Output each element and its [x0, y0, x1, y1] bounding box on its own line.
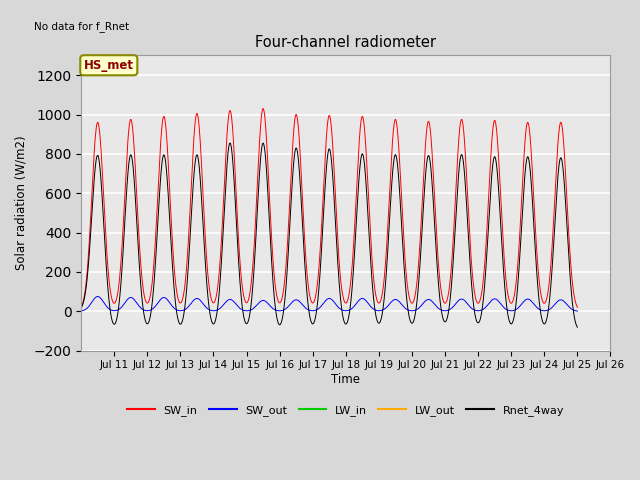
Legend: SW_in, SW_out, LW_in, LW_out, Rnet_4way: SW_in, SW_out, LW_in, LW_out, Rnet_4way: [123, 400, 569, 420]
SW_out: [94, 294, 102, 300]
Text: No data for f_Rnet: No data for f_Rnet: [33, 21, 129, 32]
Rnet_4way: [440, 318, 448, 324]
Text: HS_met: HS_met: [84, 59, 134, 72]
Rnet_4way: [413, 301, 420, 307]
Rnet_4way: [468, 289, 476, 295]
SW_in: [468, 270, 476, 276]
Rnet_4way: [77, 305, 85, 311]
SW_out: [77, 308, 85, 314]
SW_out: [413, 307, 420, 312]
SW_in: [573, 304, 581, 310]
SW_in: [573, 303, 580, 309]
SW_in: [77, 304, 85, 310]
Line: SW_in: SW_in: [81, 108, 577, 307]
Rnet_4way: [226, 140, 234, 146]
Title: Four-channel radiometer: Four-channel radiometer: [255, 35, 436, 50]
Rnet_4way: [573, 324, 581, 330]
SW_out: [440, 308, 448, 313]
X-axis label: Time: Time: [332, 373, 360, 386]
SW_out: [573, 308, 581, 314]
Rnet_4way: [166, 228, 174, 233]
SW_out: [573, 308, 580, 314]
Rnet_4way: [310, 319, 318, 324]
SW_in: [440, 300, 448, 305]
Line: Rnet_4way: Rnet_4way: [81, 143, 577, 327]
SW_out: [468, 306, 476, 312]
SW_in: [310, 298, 318, 304]
SW_in: [259, 106, 267, 111]
SW_in: [413, 282, 420, 288]
SW_in: [166, 200, 174, 206]
Rnet_4way: [573, 324, 580, 329]
Line: SW_out: SW_out: [81, 297, 577, 311]
Y-axis label: Solar radiation (W/m2): Solar radiation (W/m2): [15, 136, 28, 270]
SW_out: [166, 301, 174, 307]
SW_out: [310, 308, 318, 313]
